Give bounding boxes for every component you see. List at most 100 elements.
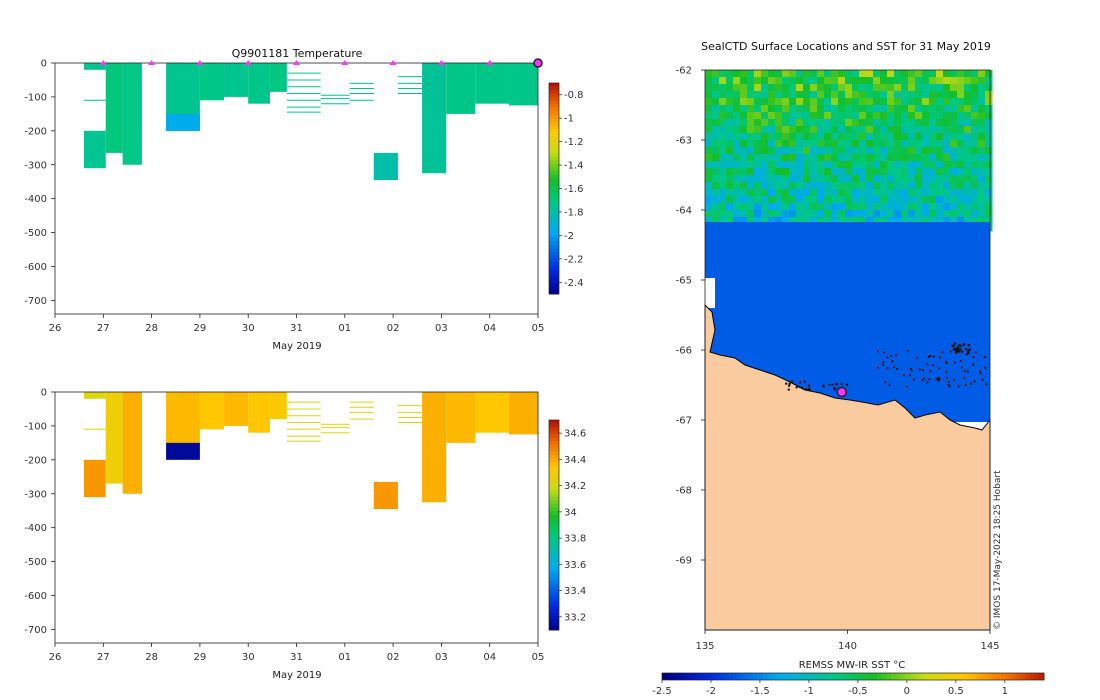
sst-cell (733, 70, 741, 78)
sst-cell (747, 147, 755, 155)
colorbar-swatch (549, 195, 559, 200)
sst-cell (733, 133, 741, 141)
sst-cell (978, 126, 986, 134)
sst-cell (922, 210, 930, 218)
colorbar-swatch (549, 114, 559, 119)
sst-cell (719, 119, 727, 127)
sst-cell (936, 203, 944, 211)
sst-cell (810, 182, 818, 190)
sst-cell (754, 210, 762, 218)
sst-cell (761, 133, 769, 141)
sst-colorbar-swatch (752, 673, 758, 680)
sst-cell (922, 98, 930, 106)
sst-cell (978, 77, 986, 85)
sst-cell (908, 70, 916, 78)
sst-cell (768, 112, 776, 120)
colorbar-swatch (549, 434, 559, 438)
sst-cell (831, 189, 839, 197)
sst-cell (950, 133, 958, 141)
sst-cell (747, 210, 755, 218)
lat-tick-label: -69 (676, 556, 692, 567)
sst-cell (803, 140, 811, 148)
sst-cell (894, 133, 902, 141)
sst-cell (929, 91, 937, 99)
sst-cell (740, 189, 748, 197)
sst-cell (712, 105, 720, 113)
profile-cell (269, 63, 287, 92)
sst-cell (887, 147, 895, 155)
sst-cell (859, 182, 867, 190)
sst-cell (936, 161, 944, 169)
sst-cell (747, 168, 755, 176)
salinity-xlabel: May 2019 (272, 670, 321, 681)
colorbar-swatch (549, 223, 559, 228)
sst-cell (873, 189, 881, 197)
sst-cell (978, 147, 986, 155)
seal-location-dot (804, 387, 808, 391)
colorbar-swatch (549, 507, 559, 512)
seal-location-dot (956, 346, 959, 349)
colorbar-swatch (549, 167, 559, 172)
sst-cell (957, 147, 965, 155)
sst-cell (740, 154, 748, 162)
sst-cell (768, 168, 776, 176)
sst-cell (726, 168, 734, 176)
sst-cell (873, 126, 881, 134)
sst-cell (852, 217, 860, 225)
sst-cell (726, 70, 734, 78)
sst-cell (810, 84, 818, 92)
sst-cell (775, 133, 783, 141)
profile-cell (105, 63, 123, 153)
sst-colorbar-swatch (757, 673, 763, 680)
sst-cell (831, 133, 839, 141)
sst-cell (796, 105, 804, 113)
sst-cell (950, 154, 958, 162)
sst-cell (887, 175, 895, 183)
sst-cell (922, 133, 930, 141)
seal-location-dot (954, 351, 958, 355)
sst-cell (831, 154, 839, 162)
profile-cell (475, 63, 510, 104)
colorbar-swatch (549, 458, 559, 463)
sst-cell (796, 98, 804, 106)
sst-cell (782, 91, 790, 99)
x-tick-label: 28 (145, 323, 158, 334)
sst-cell (824, 140, 832, 148)
sst-cell (845, 70, 853, 78)
sst-cell (747, 84, 755, 92)
profile-cell (199, 392, 225, 430)
sst-cell (880, 203, 888, 211)
colorbar-swatch (549, 86, 559, 91)
colorbar-swatch (549, 497, 559, 501)
sst-colorbar-swatch (671, 673, 677, 680)
profile-cell (373, 481, 398, 510)
lat-tick-label: -62 (676, 66, 692, 77)
sst-cell (852, 154, 860, 162)
colorbar-swatch (549, 563, 559, 568)
sst-cell (782, 154, 790, 162)
sst-cell (922, 84, 930, 92)
sst-cell (838, 70, 846, 78)
sst-cell (950, 140, 958, 148)
sst-cell (761, 189, 769, 197)
sst-cell (796, 147, 804, 155)
sst-cell (845, 189, 853, 197)
x-tick-label: 29 (194, 323, 207, 334)
sst-cell (824, 217, 832, 225)
colorbar-tick-label: -1.2 (564, 137, 584, 148)
seal-location-dot (788, 382, 791, 386)
colorbar-swatch (549, 153, 559, 158)
colorbar-swatch (549, 170, 559, 175)
sst-cell (978, 133, 986, 141)
seal-location-dot (974, 351, 977, 354)
sst-cell (950, 182, 958, 190)
sst-cell (880, 140, 888, 148)
sst-cell (733, 217, 741, 225)
sst-cell (754, 182, 762, 190)
sst-colorbar-swatch (1001, 673, 1007, 680)
colorbar-swatch (549, 125, 559, 130)
sst-cell (796, 112, 804, 120)
sst-colorbar-swatch (728, 673, 735, 680)
sst-cell (901, 84, 909, 92)
colorbar-swatch (549, 135, 559, 140)
